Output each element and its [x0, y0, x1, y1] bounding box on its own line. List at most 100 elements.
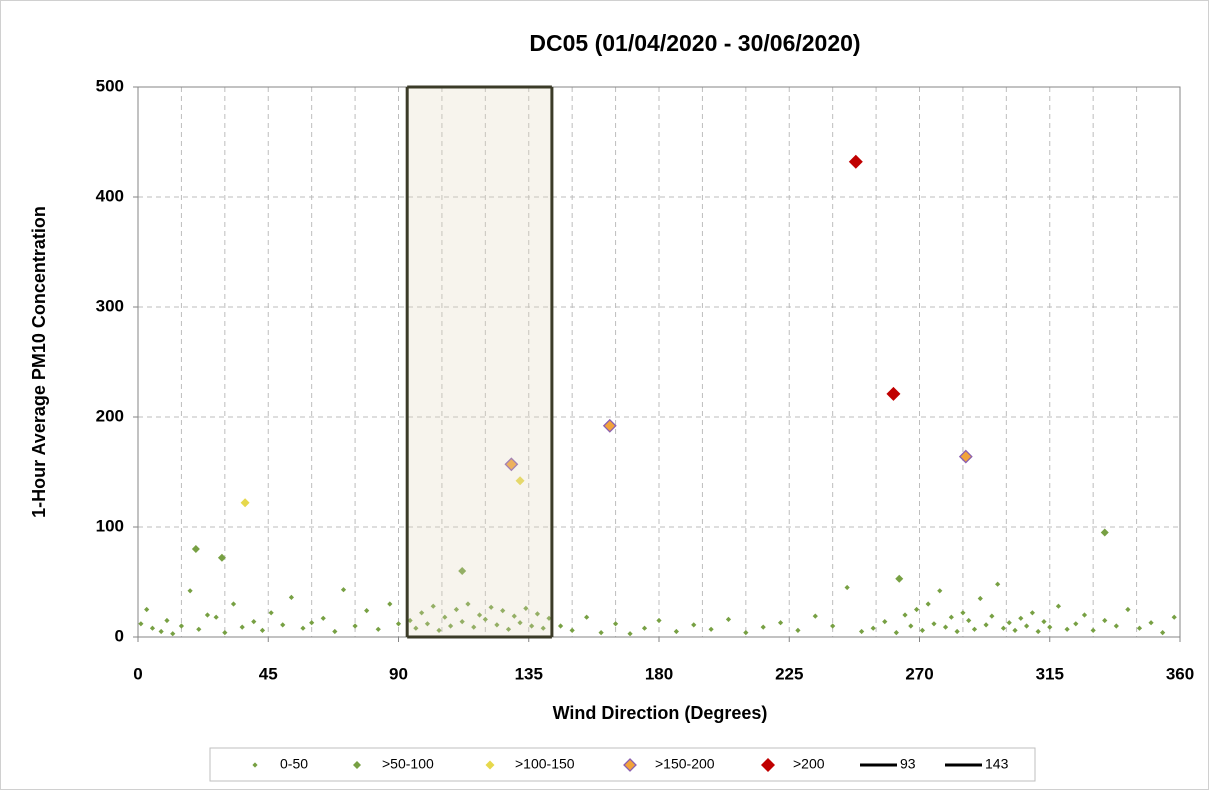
data-point: [1041, 619, 1047, 625]
data-point: [1081, 612, 1088, 618]
data-point: [760, 624, 766, 630]
data-point: [725, 616, 732, 622]
data-point: [523, 605, 529, 611]
data-point: [149, 625, 156, 631]
data-point: [178, 623, 185, 629]
data-point: [1171, 614, 1177, 620]
data-point: [430, 603, 436, 609]
data-point: [442, 614, 448, 620]
data-point: [500, 608, 506, 614]
plot-frame: [137, 86, 1181, 638]
data-point: [989, 613, 995, 619]
legend-marker: [623, 758, 637, 772]
data-point: [407, 617, 413, 624]
data-point: [1006, 620, 1012, 626]
data-point: [895, 574, 904, 583]
data-point: [222, 630, 228, 636]
data-point: [1136, 625, 1143, 631]
data-point: [977, 595, 983, 602]
legend-label: 0-50: [280, 756, 308, 772]
data-point: [1035, 628, 1041, 635]
data-point: [459, 619, 465, 625]
data-point: [627, 631, 633, 637]
data-point: [1160, 630, 1166, 636]
data-point: [598, 630, 604, 636]
data-point: [458, 567, 467, 575]
legend-marker: [485, 760, 495, 770]
data-point: [1113, 623, 1119, 629]
y-axis-label: 1-Hour Average PM10 Concentration: [29, 206, 49, 518]
legend-label: >100-150: [515, 756, 575, 772]
legend-label: 143: [985, 756, 1009, 772]
data-point: [144, 606, 150, 613]
data-point: [960, 610, 966, 616]
data-point: [387, 601, 393, 607]
legend-marker: [353, 761, 361, 769]
data-point: [364, 608, 370, 614]
data-point: [413, 625, 419, 631]
data-point: [914, 606, 920, 613]
data-point: [1029, 610, 1035, 616]
data-point: [569, 627, 575, 633]
data-point: [436, 627, 442, 633]
data-point: [1073, 621, 1079, 627]
data-point: [886, 386, 901, 401]
y-tick-label: 200: [96, 406, 124, 425]
data-point: [893, 630, 899, 636]
data-point: [602, 418, 617, 433]
data-point: [812, 613, 818, 619]
data-point: [419, 610, 425, 616]
data-point: [656, 617, 662, 624]
data-point: [612, 621, 619, 627]
data-point: [505, 626, 512, 632]
data-point: [352, 623, 358, 629]
data-point: [332, 628, 338, 635]
data-point: [966, 617, 972, 624]
data-point: [259, 627, 266, 633]
data-point: [925, 601, 931, 607]
data-point: [948, 614, 954, 620]
x-tick-label: 135: [515, 664, 543, 683]
y-tick-label: 500: [96, 76, 124, 95]
data-point: [494, 622, 500, 628]
data-point: [309, 620, 315, 626]
x-tick-label: 225: [775, 664, 803, 683]
legend-label: >200: [793, 756, 825, 772]
data-point: [848, 154, 863, 169]
data-point: [859, 628, 865, 635]
data-point: [1055, 603, 1062, 609]
y-tick-label: 300: [96, 296, 124, 315]
y-tick-label: 100: [96, 516, 124, 535]
data-point: [546, 615, 552, 621]
data-point: [1100, 528, 1109, 537]
data-point: [937, 588, 943, 594]
data-point: [213, 614, 219, 620]
data-point: [743, 630, 749, 636]
data-point: [777, 620, 784, 626]
legend-box: [209, 747, 1036, 782]
data-point: [191, 545, 200, 553]
data-point: [340, 587, 347, 593]
x-tick-label: 180: [645, 664, 673, 683]
x-tick-label: 360: [1166, 664, 1194, 683]
data-point: [1000, 625, 1007, 631]
x-tick-label: 45: [259, 664, 278, 683]
data-point: [1090, 627, 1096, 633]
data-point: [830, 623, 836, 629]
data-point: [280, 622, 286, 628]
data-point: [465, 601, 471, 607]
data-point: [870, 625, 876, 631]
legend-marker: [252, 762, 258, 768]
shaded-range: [407, 87, 552, 637]
data-point: [230, 601, 237, 607]
data-point: [138, 621, 144, 627]
y-tick-label: 0: [115, 626, 124, 645]
data-point: [196, 626, 202, 632]
data-point: [795, 627, 801, 633]
data-point: [240, 498, 250, 508]
data-point: [971, 626, 978, 632]
data-point: [942, 624, 949, 630]
data-point: [251, 619, 257, 625]
data-point: [931, 621, 937, 627]
data-point: [300, 625, 306, 631]
